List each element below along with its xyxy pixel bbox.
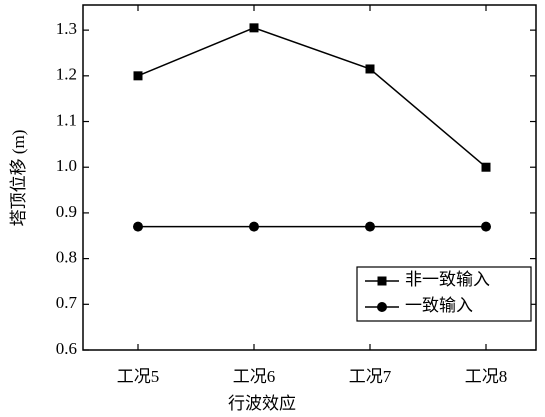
y-tick-label: 1.2 bbox=[56, 65, 77, 84]
y-axis-label: 塔顶位移 (m) bbox=[9, 130, 28, 227]
x-tick-label: 工况5 bbox=[117, 367, 160, 386]
data-point bbox=[249, 23, 259, 33]
legend-marker bbox=[377, 302, 387, 312]
y-tick-label: 1.1 bbox=[56, 110, 77, 129]
x-tick-label: 工况8 bbox=[465, 367, 508, 386]
plot-frame bbox=[82, 4, 537, 351]
data-point bbox=[481, 221, 491, 232]
y-tick-label: 1.0 bbox=[56, 156, 77, 175]
y-tick-label: 0.9 bbox=[56, 202, 77, 221]
data-point bbox=[365, 64, 375, 74]
y-tick-label: 0.7 bbox=[56, 293, 78, 312]
data-point bbox=[365, 221, 375, 232]
y-tick-label: 0.6 bbox=[56, 339, 77, 358]
y-tick-label: 1.3 bbox=[56, 19, 77, 38]
x-tick-label: 工况7 bbox=[349, 367, 392, 386]
legend-label: 一致输入 bbox=[405, 296, 473, 315]
legend-marker bbox=[377, 276, 387, 286]
x-axis-label: 行波效应 bbox=[228, 394, 296, 413]
data-point bbox=[249, 221, 259, 232]
legend-box bbox=[356, 266, 532, 322]
data-point bbox=[481, 162, 491, 172]
x-tick-label: 工况6 bbox=[233, 367, 276, 386]
series-line bbox=[137, 27, 487, 168]
data-point bbox=[133, 221, 143, 232]
y-tick-label: 0.8 bbox=[56, 248, 77, 267]
data-point bbox=[133, 71, 143, 81]
legend-label: 非一致输入 bbox=[405, 270, 490, 289]
